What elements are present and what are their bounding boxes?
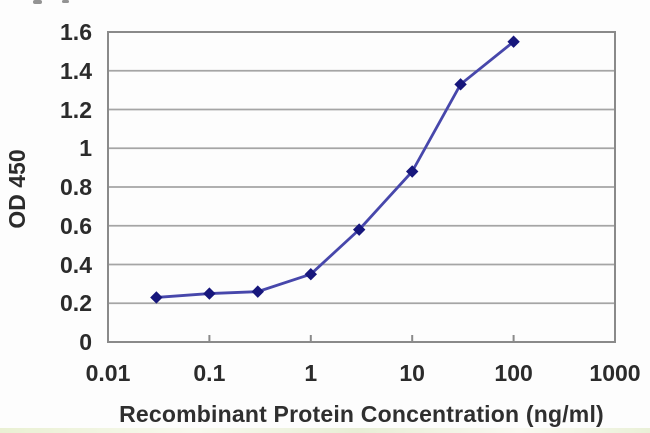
y-tick-label: 0.8 [60, 174, 92, 200]
data-series-line [156, 40, 515, 299]
jpeg-artifact-strip [0, 428, 650, 433]
y-tick-label: 0.2 [60, 290, 92, 317]
x-tick-label: 0.01 [85, 360, 131, 386]
data-point-marker [251, 285, 264, 298]
x-axis-title: Recombinant Protein Concentration (ng/ml… [119, 401, 604, 427]
x-tick-label: 10 [399, 360, 425, 386]
y-tick-label: 1.4 [60, 57, 92, 84]
data-point-marker [352, 223, 366, 236]
jpeg-artifact-speck [62, 0, 69, 3]
jpeg-artifact-speck [33, 0, 42, 4]
y-tick-label: 1 [79, 135, 92, 162]
x-tick-label: 1 [304, 360, 318, 386]
y-tick-label: 0 [79, 329, 92, 355]
data-point-marker [150, 291, 163, 304]
x-tick-label: 0.1 [193, 360, 226, 386]
y-tick-label: 0.4 [60, 251, 92, 278]
data-point-marker [507, 35, 520, 48]
data-point-marker [203, 287, 216, 300]
y-tick-label: 1.6 [60, 19, 92, 45]
x-tick-label: 1000 [589, 360, 641, 386]
plot-border [107, 31, 616, 343]
y-tick-label: 1.2 [60, 96, 92, 123]
data-point-marker [454, 78, 467, 91]
data-point-marker [304, 267, 318, 281]
x-tick-label: 100 [494, 360, 533, 386]
data-point-marker [405, 165, 419, 178]
y-tick-label: 0.6 [60, 212, 92, 239]
